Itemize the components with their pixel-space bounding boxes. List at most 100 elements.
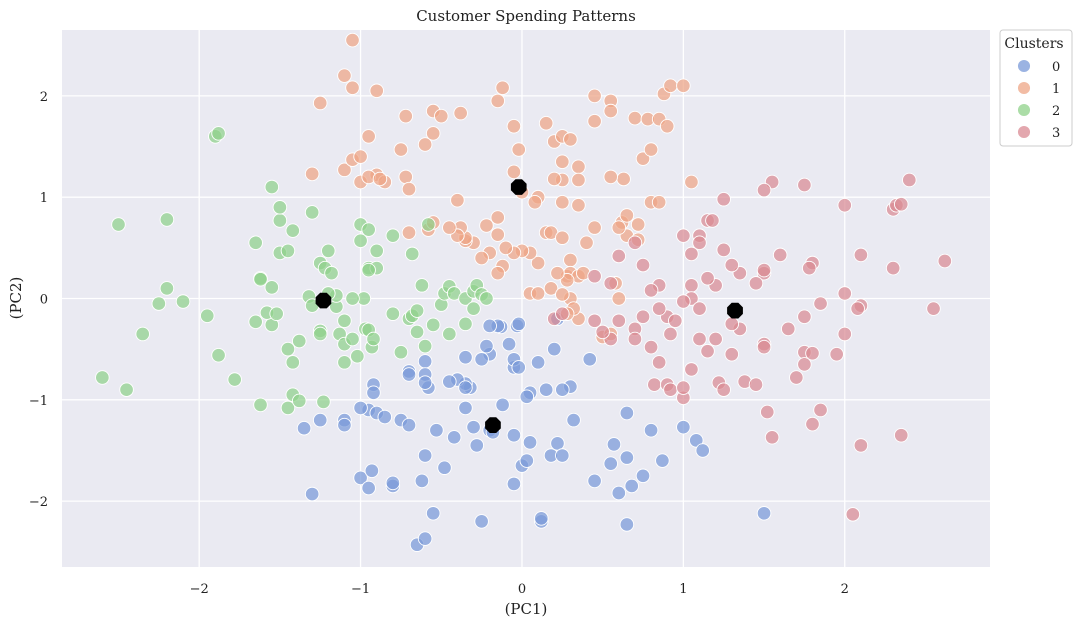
data-point	[663, 382, 678, 397]
data-point	[587, 88, 602, 104]
data-point	[724, 257, 740, 273]
data-point	[490, 227, 506, 242]
data-point	[813, 402, 828, 418]
data-point	[272, 200, 288, 215]
centroid-marker	[315, 292, 332, 309]
data-point	[401, 225, 417, 240]
data-point	[404, 246, 420, 262]
data-point	[421, 217, 436, 232]
data-point	[563, 132, 578, 147]
data-point	[619, 405, 635, 421]
data-point	[135, 326, 150, 342]
data-point	[587, 473, 602, 489]
data-point	[417, 354, 433, 369]
data-point	[756, 339, 772, 355]
data-point	[474, 352, 489, 367]
data-point	[603, 456, 618, 471]
data-point	[253, 397, 268, 413]
data-point	[530, 355, 546, 370]
data-point	[506, 164, 522, 180]
data-point	[692, 331, 707, 347]
data-point	[506, 428, 522, 443]
data-point	[627, 110, 643, 126]
chart-title: Customer Spending Patterns	[416, 7, 636, 25]
data-point	[837, 326, 852, 342]
data-point	[417, 531, 433, 546]
data-point	[264, 280, 280, 295]
data-point	[647, 377, 662, 392]
data-point	[676, 228, 691, 243]
data-point	[417, 448, 433, 463]
data-point	[312, 412, 328, 428]
data-point	[437, 460, 452, 475]
data-point	[211, 347, 226, 363]
data-point	[285, 223, 301, 238]
data-point	[291, 333, 307, 349]
data-point	[442, 326, 457, 342]
data-point	[291, 393, 307, 409]
data-point	[566, 412, 581, 428]
data-point	[902, 172, 917, 188]
data-point	[571, 172, 586, 188]
data-point	[211, 126, 226, 141]
data-point	[414, 473, 430, 489]
data-point	[248, 314, 263, 330]
data-point	[345, 291, 360, 306]
y-tick-label: 2	[40, 90, 48, 105]
data-point	[366, 331, 381, 347]
data-point	[495, 80, 510, 96]
data-point	[498, 240, 514, 256]
data-point	[663, 326, 678, 342]
data-point	[716, 382, 731, 397]
legend-box	[999, 29, 1073, 147]
data-point	[611, 485, 627, 501]
data-point	[353, 400, 368, 416]
data-point	[369, 83, 384, 99]
y-axis-label: (PC2)	[7, 277, 25, 320]
data-point	[337, 162, 352, 178]
data-point	[724, 316, 740, 332]
data-point	[425, 506, 441, 521]
data-point	[635, 257, 651, 273]
data-point	[692, 301, 707, 316]
data-point	[479, 218, 494, 233]
data-point	[635, 151, 651, 166]
data-point	[611, 313, 627, 329]
data-point	[324, 265, 339, 281]
data-point	[684, 246, 699, 262]
series-3-points	[546, 172, 953, 522]
data-point	[850, 301, 865, 316]
legend-marker-0	[1017, 59, 1031, 73]
x-tick-label: −2	[190, 582, 209, 597]
data-point	[385, 475, 401, 491]
data-point	[611, 248, 627, 264]
data-point	[474, 250, 489, 266]
data-point	[95, 370, 110, 385]
data-point	[829, 346, 844, 362]
data-point	[668, 313, 683, 329]
data-point	[285, 355, 301, 370]
legend-marker-3	[1017, 125, 1031, 139]
centroid-marker	[510, 179, 527, 195]
data-point	[582, 352, 597, 367]
data-point	[676, 419, 691, 435]
data-point	[603, 169, 618, 185]
data-point	[700, 270, 715, 286]
data-point	[676, 78, 691, 93]
data-point	[337, 313, 352, 329]
legend-label-0: 0	[1052, 60, 1060, 75]
data-point	[401, 367, 417, 382]
data-point	[643, 283, 659, 298]
data-point	[760, 404, 775, 420]
data-point	[490, 210, 506, 225]
data-point	[926, 301, 941, 316]
x-tick-label: −1	[351, 582, 370, 597]
data-point	[837, 286, 852, 301]
data-point	[845, 507, 861, 522]
data-point	[337, 417, 352, 433]
data-point	[474, 514, 489, 529]
data-point	[781, 321, 796, 337]
data-point	[398, 108, 414, 124]
data-point	[511, 316, 526, 332]
data-point	[522, 435, 538, 450]
